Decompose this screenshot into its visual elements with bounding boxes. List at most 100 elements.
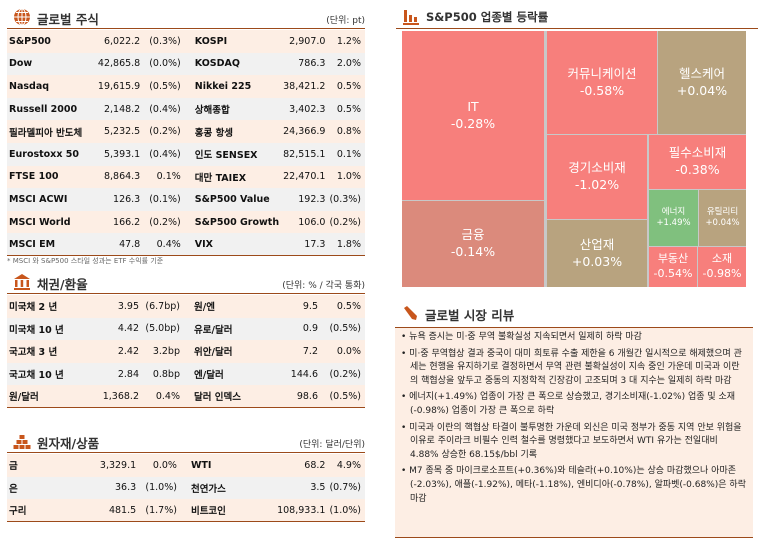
bullet-icon: • xyxy=(401,348,410,359)
name-cell: 비트코인 xyxy=(190,506,226,518)
name-cell: S&P500 xyxy=(9,35,51,47)
value-cell: 4.42 xyxy=(117,323,139,335)
value-cell: 36.3 xyxy=(115,482,137,494)
sector-change: -0.54% xyxy=(653,267,693,280)
section-header: 글로벌 주식 (단위: pt) xyxy=(7,5,365,29)
sector-name: 필수소비재 xyxy=(668,145,727,161)
change-cell: (0.3%) xyxy=(329,193,361,205)
change-cell: (0.2%) xyxy=(329,216,361,228)
table-row: 국고채 10 년 2.84 0.8bp 엔/달러 144.6 (0.2%) xyxy=(7,362,365,386)
sector-cell[interactable]: 에너지 +1.49% xyxy=(649,190,698,246)
value-cell: 481.5 xyxy=(108,504,137,516)
sector-cell[interactable]: 경기소비재 -1.02% xyxy=(547,135,647,219)
change-cell: 0.4% xyxy=(155,390,180,402)
name-cell: MSCI World xyxy=(9,216,71,228)
change-cell: 0.5% xyxy=(336,103,361,115)
table-row: 국고채 3 년 2.42 3.2bp 위안/달러 7.2 0.0% xyxy=(7,340,365,363)
sector-change: -0.28% xyxy=(450,115,496,131)
change-cell: 0.5% xyxy=(336,300,361,312)
table-row: MSCI World 166.2 (0.2%) S&P500 Growth 106.0(… xyxy=(7,210,365,234)
change-cell: 0.5% xyxy=(336,80,361,92)
pencil-icon xyxy=(404,306,417,320)
value-cell: 3.95 xyxy=(117,300,139,312)
name-cell: 천연가스 xyxy=(190,483,226,495)
section-title: 글로벌 시장 리뷰 xyxy=(425,308,515,323)
value-cell: 108,933.1 xyxy=(277,504,326,516)
sector-change: -1.02% xyxy=(574,177,620,192)
value-cell: 6,022.2 xyxy=(103,35,141,47)
change-cell: 1.8% xyxy=(336,238,361,250)
sector-cell[interactable]: 커뮤니케이션 -0.58% xyxy=(547,31,657,134)
sector-cell[interactable]: 산업재 +0.03% xyxy=(547,220,647,287)
sector-cell[interactable]: 부동산 -0.54% xyxy=(649,247,697,287)
table-row: Russell 2000 2,148.2 (0.4%) 상해종합 3,402.3 0.5% xyxy=(7,97,365,121)
sector-name: 소재 xyxy=(711,252,733,266)
unit-label: (단위: 달러/단위) xyxy=(299,440,365,450)
change-cell: 0.4% xyxy=(156,238,181,250)
name-cell: MSCI EM xyxy=(9,238,56,250)
name-cell: 금 xyxy=(9,461,18,473)
table-row: MSCI ACWI 126.3 (0.1%) S&P500 Value 192.3 (0.… xyxy=(7,188,365,211)
change-cell: 0.1% xyxy=(336,148,361,160)
name-cell: MSCI ACWI xyxy=(9,193,68,205)
value-cell: 2,907.0 xyxy=(289,35,326,47)
value-cell: 82,515.1 xyxy=(283,148,326,160)
change-cell: (0.5%) xyxy=(329,323,361,335)
value-cell: 8,864.3 xyxy=(103,171,141,183)
sector-change: -0.58% xyxy=(579,82,625,98)
change-cell: (1.7%) xyxy=(145,504,177,516)
sector-change: +0.03% xyxy=(571,253,623,269)
name-cell: 달러 인덱스 xyxy=(194,392,242,404)
name-cell: S&P500 Value xyxy=(194,193,270,205)
sector-name: 에너지 xyxy=(661,206,686,217)
bonds-table: 미국채 2 년 3.95 (6.7bp) 원/엔 9.5 0.5% 미국채 10 년 4.42… xyxy=(7,295,365,409)
table-row: MSCI EM 47.8 0.4% VIX 17.3 1.8% xyxy=(7,233,365,256)
name-cell: 미국채 10 년 xyxy=(9,324,64,336)
sector-name: 산업재 xyxy=(579,236,615,252)
value-cell: 0.9 xyxy=(302,323,318,335)
section-header: S&P500 업종별 등락률 xyxy=(396,5,758,29)
value-cell: 144.6 xyxy=(290,368,318,380)
name-cell: 미국채 2 년 xyxy=(9,302,58,314)
value-cell: 9.5 xyxy=(302,300,318,312)
bar-chart-icon xyxy=(403,10,419,25)
table-row: 미국채 10 년 4.42 (5.0bp) 유로/달러 0.9 (0.5%) xyxy=(7,317,365,341)
change-cell: (6.7bp) xyxy=(145,300,180,312)
value-cell: 5,232.5 xyxy=(103,126,141,138)
name-cell: Dow xyxy=(9,58,33,70)
name-cell: 원/엔 xyxy=(194,302,215,314)
sector-cell[interactable]: 필수소비재 -0.38% xyxy=(649,135,746,189)
name-cell: 홍콩 항셍 xyxy=(194,127,234,139)
sector-name: 유틸리티 xyxy=(706,206,739,217)
change-cell: (1.0%) xyxy=(145,482,177,494)
change-cell: 4.9% xyxy=(336,459,361,471)
sector-change: +0.04% xyxy=(676,82,728,98)
section-title: 채권/환율 xyxy=(37,277,88,292)
table-row: 필라델피아 반도체 5,232.5 (0.2%) 홍콩 항셍 24,366.9 0.8% xyxy=(7,120,365,143)
sector-cell[interactable]: 금융 -0.14% xyxy=(402,201,544,287)
sector-cell[interactable]: 헬스케어 +0.04% xyxy=(658,31,746,134)
sector-cell[interactable]: IT -0.28% xyxy=(402,31,544,200)
change-cell: 2.0% xyxy=(336,58,361,70)
table-row: 금 3,329.1 0.0% WTI 68.2 4.9% xyxy=(7,454,365,477)
sector-change: -0.98% xyxy=(702,267,742,280)
change-cell: 3.2bp xyxy=(152,345,180,357)
table-row: 구리 481.5 (1.7%) 비트코인 108,933.1 (1.0%) xyxy=(7,499,365,522)
bullet-text: 미·중 무역협상 결과 중국이 대미 희토류 수출 제한을 6 개월간 일시적으… xyxy=(409,348,742,386)
sector-name: 경기소비재 xyxy=(568,160,626,176)
name-cell: 구리 xyxy=(9,506,27,518)
bullet-icon: • xyxy=(401,466,410,477)
sector-change: -0.14% xyxy=(450,244,496,259)
name-cell: 상해종합 xyxy=(194,105,230,117)
change-cell: (0.5%) xyxy=(149,80,181,92)
sector-cell[interactable]: 유틸리티 +0.04% xyxy=(699,190,746,246)
name-cell: Nasdaq xyxy=(9,80,50,92)
change-cell: (5.0bp) xyxy=(145,323,180,335)
value-cell: 106.0 xyxy=(298,216,326,228)
sector-cell[interactable]: 소재 -0.98% xyxy=(698,247,746,287)
change-cell: (1.0%) xyxy=(329,504,361,516)
sector-name: 커뮤니케이션 xyxy=(567,65,637,81)
value-cell: 38,421.2 xyxy=(283,80,326,92)
section-title: 글로벌 주식 xyxy=(37,12,99,27)
globe-icon xyxy=(14,8,30,26)
